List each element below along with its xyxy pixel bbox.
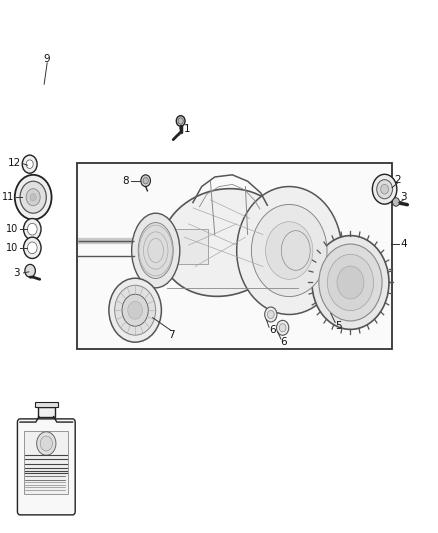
Text: 9: 9 bbox=[44, 54, 50, 63]
Circle shape bbox=[24, 237, 41, 259]
Circle shape bbox=[115, 285, 155, 335]
Circle shape bbox=[392, 198, 399, 206]
Circle shape bbox=[26, 160, 33, 168]
Circle shape bbox=[28, 223, 37, 235]
Circle shape bbox=[26, 189, 40, 206]
Circle shape bbox=[279, 324, 286, 332]
Circle shape bbox=[40, 436, 53, 451]
Text: 2: 2 bbox=[394, 175, 401, 185]
Circle shape bbox=[176, 116, 185, 126]
Circle shape bbox=[268, 310, 274, 319]
Text: 11: 11 bbox=[2, 192, 14, 202]
Circle shape bbox=[312, 236, 389, 329]
Text: 8: 8 bbox=[122, 176, 128, 186]
Text: 1: 1 bbox=[184, 124, 191, 134]
Text: 6: 6 bbox=[281, 337, 287, 347]
Circle shape bbox=[327, 254, 374, 311]
Circle shape bbox=[20, 181, 46, 213]
Bar bbox=[25, 431, 68, 494]
Circle shape bbox=[37, 432, 56, 455]
Bar bbox=[35, 402, 58, 407]
FancyBboxPatch shape bbox=[18, 419, 75, 515]
Text: 4: 4 bbox=[401, 239, 407, 248]
Circle shape bbox=[24, 219, 41, 240]
Circle shape bbox=[265, 307, 277, 322]
Circle shape bbox=[276, 320, 289, 335]
Text: 10: 10 bbox=[6, 224, 18, 234]
Circle shape bbox=[381, 184, 389, 194]
Text: 6: 6 bbox=[269, 326, 276, 335]
Circle shape bbox=[251, 205, 327, 296]
Text: 5: 5 bbox=[335, 321, 342, 331]
Text: 3: 3 bbox=[401, 192, 407, 202]
Ellipse shape bbox=[132, 213, 180, 288]
Circle shape bbox=[178, 118, 183, 124]
Ellipse shape bbox=[160, 189, 287, 296]
Bar bbox=[173, 229, 208, 264]
Circle shape bbox=[377, 180, 392, 199]
Circle shape bbox=[237, 187, 342, 314]
Circle shape bbox=[25, 264, 35, 277]
Circle shape bbox=[141, 175, 151, 187]
Text: 7: 7 bbox=[168, 330, 174, 340]
Text: 10: 10 bbox=[6, 243, 18, 253]
Circle shape bbox=[319, 244, 382, 321]
Circle shape bbox=[22, 155, 37, 173]
Circle shape bbox=[28, 242, 37, 254]
Ellipse shape bbox=[138, 223, 173, 278]
Bar bbox=[38, 407, 55, 417]
Circle shape bbox=[337, 266, 364, 299]
Circle shape bbox=[265, 222, 313, 279]
Circle shape bbox=[122, 294, 148, 326]
Bar bbox=[77, 163, 392, 349]
Circle shape bbox=[372, 174, 397, 204]
Text: 3: 3 bbox=[13, 268, 20, 278]
Circle shape bbox=[143, 177, 148, 184]
Circle shape bbox=[128, 301, 142, 319]
Circle shape bbox=[109, 278, 162, 342]
Text: 12: 12 bbox=[8, 158, 21, 167]
Circle shape bbox=[30, 193, 36, 201]
Circle shape bbox=[15, 175, 52, 220]
